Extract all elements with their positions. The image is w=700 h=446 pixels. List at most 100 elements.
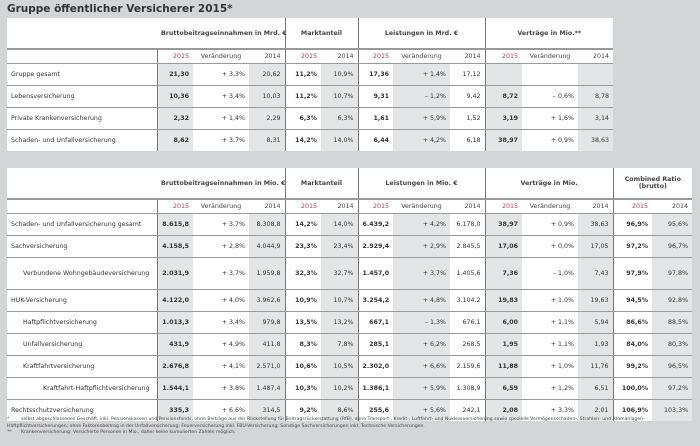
- row-label: Private Krankenversicherung: [7, 107, 157, 130]
- page-title: Gruppe öffentlicher Versicherer 2015*: [7, 3, 233, 15]
- cell: + 2,9%: [393, 235, 450, 258]
- cell: [578, 63, 614, 86]
- cell: 335,3: [156, 399, 193, 421]
- cell: 32,7%: [321, 257, 358, 290]
- column-header: 2015: [284, 48, 321, 64]
- cell: + 3,8%: [193, 377, 249, 400]
- cell: 14,2%: [284, 129, 321, 151]
- table-row: Lebensversicherung 10,36 + 3,4% 10,03 11,2% 1…: [7, 85, 614, 108]
- blank-header: [7, 168, 157, 199]
- cell: 5,94: [578, 311, 614, 334]
- cell: + 4,1%: [193, 355, 249, 378]
- cell: 97,2%: [612, 235, 653, 258]
- cell: 3,14: [578, 107, 614, 130]
- group-header: Marktanteil: [284, 18, 358, 49]
- table-row: Private Krankenversicherung 2,32 + 1,4% 2,2…: [7, 107, 614, 130]
- table-row: Kraftfahrt-Haftpflichtversicherung 1.544,…: [7, 377, 693, 400]
- cell: + 3,7%: [393, 257, 450, 290]
- cell: 1.405,6: [450, 257, 486, 290]
- cell: + 5,9%: [393, 377, 450, 400]
- cell: – 1,3%: [393, 311, 450, 334]
- cell: 10,9%: [321, 63, 358, 86]
- cell: 13,2%: [321, 311, 358, 334]
- column-header: 2014: [321, 198, 358, 214]
- column-header: 2014: [578, 198, 614, 214]
- cell: 8,72: [484, 85, 523, 108]
- cell: 7,36: [484, 257, 523, 290]
- row-label: Lebensversicherung: [7, 85, 157, 108]
- cell: + 6,6%: [221, 407, 245, 414]
- row-label: Haftpflichtversicherung: [7, 311, 157, 334]
- column-header: Veränderung: [193, 198, 249, 214]
- blank-subheader: [7, 48, 157, 64]
- cell: 676,1: [450, 311, 486, 334]
- cell: 10,6%: [284, 355, 321, 378]
- table-row: Unfallversicherung 431,9 + 4,9% 411,8 8,3% 7,…: [7, 333, 693, 356]
- group-header: Leistungen in Mrd. €: [357, 18, 486, 49]
- row-label: Kraftfahrtversicherung: [7, 355, 157, 378]
- cell: 10,7%: [321, 85, 358, 108]
- column-header: 2014: [450, 48, 486, 64]
- cell: + 3,7%: [193, 257, 249, 290]
- cell: + 6,6%: [393, 355, 450, 378]
- group-header: Combined Ratio (brutto): [612, 168, 693, 199]
- cell: 99,2%: [612, 355, 653, 378]
- cell: 17,06: [484, 235, 523, 258]
- cell: 103,3%: [652, 399, 693, 421]
- cell: 6,59: [484, 377, 523, 400]
- group-header: Leistungen in Mio. €: [357, 168, 486, 199]
- cell: 10,9%: [284, 289, 321, 312]
- cell: 96,7%: [652, 235, 693, 258]
- cell: + 1,4%: [393, 63, 450, 86]
- cell: 6.439,2: [357, 213, 393, 236]
- cell: 2.571,0: [249, 355, 285, 378]
- cell: 14,0%: [321, 129, 358, 151]
- cell: 11,76: [578, 355, 614, 378]
- cell: + 0,0%: [522, 235, 579, 258]
- cell: 1,52: [450, 107, 486, 130]
- cell: 17,05: [578, 235, 614, 258]
- cell: + 1,4%: [193, 107, 249, 130]
- cell: 3.104,2: [450, 289, 486, 312]
- column-header: 2014: [652, 198, 693, 214]
- cell: 11,2%: [284, 85, 321, 108]
- cell: 8,3%: [284, 333, 321, 356]
- cell: 2.676,8: [156, 355, 193, 378]
- cell: 9,31: [357, 85, 393, 108]
- cell: 979,8: [249, 311, 285, 334]
- table-row: HUK-Versicherung 4.122,0 + 4,0% 3.962,6 10,9…: [7, 289, 693, 312]
- row-label: Rechtsschutzversicherung: [11, 407, 94, 414]
- cell: 10,3%: [284, 377, 321, 400]
- cell: 6,3%: [321, 107, 358, 130]
- cell: + 4,0%: [193, 289, 249, 312]
- cell: 84,0%: [612, 333, 653, 356]
- table-row: Schaden- und Unfallversicherung gesamt 8.…: [7, 213, 693, 236]
- cell: 23,3%: [284, 235, 321, 258]
- cell: [484, 63, 523, 86]
- column-header: 2015: [484, 198, 523, 214]
- cell: 2,08: [484, 399, 523, 421]
- cell: 4.044,9: [249, 235, 285, 258]
- cell: 9,2%: [284, 399, 321, 421]
- cell: 1.544,1: [156, 377, 193, 400]
- column-header: 2014: [578, 48, 614, 64]
- cell: 97,9%: [612, 257, 653, 290]
- cell: 1.386,1: [357, 377, 393, 400]
- cell: + 3,3%: [193, 63, 249, 86]
- cell: 1.487,4: [249, 377, 285, 400]
- cell: 38,97: [484, 213, 523, 236]
- cell: 106,9%: [612, 399, 653, 421]
- cell: 1,95: [484, 333, 523, 356]
- row-label: Schaden- und Unfallversicherung: [11, 137, 116, 144]
- table-row: Sachversicherung 4.158,5 + 2,8% 4.044,9 23,3…: [7, 235, 693, 258]
- cell: 38,63: [578, 213, 614, 236]
- table-group-overview: Bruttobeitragseinnahmen in Mrd. € Marktan…: [7, 18, 614, 151]
- table-row: Rechtsschutzversicherung 335,3 + 6,6% 314,5…: [7, 399, 693, 421]
- cell: 2,29: [249, 107, 285, 130]
- cell: + 1,0%: [522, 289, 579, 312]
- cell: 268,5: [450, 333, 486, 356]
- cell: 1,93: [578, 333, 614, 356]
- cell: + 0,9%: [550, 137, 575, 144]
- cell: 20,62: [249, 63, 285, 86]
- cell: + 6,2%: [393, 333, 450, 356]
